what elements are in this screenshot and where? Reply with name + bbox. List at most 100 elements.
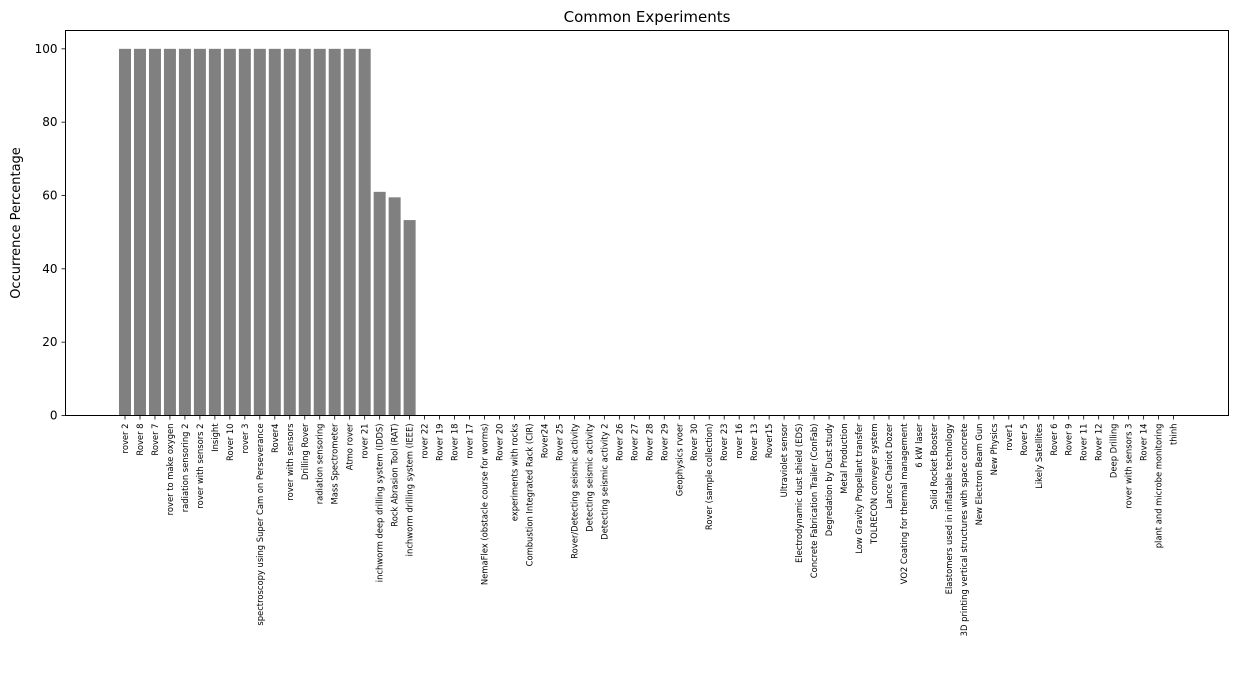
x-tick-label: plant and microbe monitoring — [1154, 424, 1164, 549]
x-tick-label: Geophysics rvoer — [674, 423, 684, 496]
x-tick-label: rover 21 — [360, 424, 370, 459]
bar — [328, 48, 341, 416]
y-axis: 0 20 40 60 80 100 — [35, 42, 66, 423]
x-tick-label: Detecting seismic activity 2 — [599, 424, 609, 540]
bar — [238, 48, 251, 416]
x-tick-label: VO2 Coating for thermal management — [899, 423, 909, 584]
x-tick-label: Likely Satellites — [1034, 424, 1044, 489]
x-tick-label: Rover 6 — [1049, 424, 1059, 456]
x-tick-label: rover 2 — [120, 424, 130, 454]
x-tick-label: Rover 28 — [644, 424, 654, 461]
x-tick-label: inchworm drilling system (IEEE) — [405, 424, 415, 557]
x-tick-label: New Physics — [989, 424, 999, 476]
x-axis: rover 2 Rover 8 Rover 7 rover to make oxyge… — [120, 415, 1179, 637]
x-tick-label: 3D printing vertical structures with spa… — [959, 424, 969, 637]
x-tick-label: Solid Rocket Booster — [929, 423, 939, 510]
y-tick-label: 20 — [42, 335, 57, 349]
bar — [358, 48, 371, 416]
y-tick-label: 80 — [42, 115, 57, 129]
bar — [163, 48, 176, 416]
bar — [253, 48, 266, 416]
chart-title: Common Experiments — [564, 8, 731, 26]
x-tick-label: Rover 8 — [135, 424, 145, 456]
y-tick-label: 0 — [50, 409, 58, 423]
x-tick-label: Rover 7 — [150, 424, 160, 456]
x-tick-label: Degredation by Dust study — [824, 423, 834, 536]
y-tick-label: 60 — [42, 189, 57, 203]
x-tick-label: Rover/Detecting seismic activity — [569, 423, 579, 558]
x-tick-label: Rover15 — [764, 424, 774, 459]
bar — [298, 48, 311, 416]
x-tick-label: Ultraviolet sensor — [779, 423, 789, 497]
x-tick-label: rover with sensors 2 — [195, 424, 205, 509]
x-tick-label: Atmo rover — [345, 423, 355, 470]
x-tick-label: inchworm deep drilling system (IDDS) — [375, 424, 385, 583]
bar — [283, 48, 296, 416]
bar — [119, 48, 131, 416]
x-tick-label: Rover 19 — [435, 424, 445, 461]
y-tick-label: 40 — [42, 262, 57, 276]
bar — [193, 48, 206, 416]
x-tick-label: Rover 29 — [659, 424, 669, 461]
x-tick-label: NemaFlex (obstacle course for worms) — [480, 424, 490, 586]
x-tick-label: Drilling Rover — [300, 423, 310, 480]
x-tick-label: rover 3 — [240, 424, 250, 454]
x-tick-label: Rover4 — [270, 424, 280, 453]
bar — [178, 48, 191, 416]
x-tick-label: rover 22 — [420, 424, 430, 459]
x-tick-label: Rover 10 — [225, 424, 235, 461]
y-axis-label: Occurrence Percentage — [9, 147, 24, 299]
bar — [373, 191, 386, 416]
x-tick-label: Rover 11 — [1079, 424, 1089, 461]
plot-frame — [65, 30, 1229, 416]
x-tick-label: Concrete Fabrication Trailer (ConFab) — [809, 424, 819, 579]
bar — [133, 48, 146, 416]
x-tick-label: Lance Chariot Dozer — [884, 423, 894, 509]
x-tick-label: Combustion Integrated Rack (CIR) — [524, 424, 534, 567]
x-tick-label: Rock Abrasion Tool (RAT) — [390, 424, 400, 527]
x-tick-label: Elastomers used in inflatable technology — [944, 423, 954, 594]
bar — [343, 48, 356, 416]
x-tick-label: Electrodynamic dust shield (EDS) — [794, 424, 804, 564]
x-tick-label: rover 16 — [734, 424, 744, 459]
x-tick-label: rover to make oxygen — [165, 424, 175, 516]
x-tick-label: Deep Drilling — [1109, 424, 1119, 479]
bar — [223, 48, 236, 416]
bar — [268, 48, 281, 416]
bar — [208, 48, 221, 416]
x-tick-label: Rover 5 — [1019, 424, 1029, 456]
x-tick-label: rover with sensors 3 — [1124, 424, 1134, 509]
x-tick-label: rover1 — [1004, 424, 1014, 451]
x-tick-label: Rover 18 — [450, 424, 460, 461]
x-tick-label: Rover 14 — [1139, 424, 1149, 461]
bar — [148, 48, 161, 416]
x-tick-label: radiation sensoring 2 — [180, 424, 190, 513]
x-tick-label: Insight — [210, 423, 220, 452]
x-tick-label: experiments with rocks — [509, 424, 519, 522]
bar — [388, 197, 401, 416]
x-tick-label: New Electron Beam Gun — [974, 424, 984, 526]
x-tick-label: thinh — [1169, 424, 1179, 446]
x-tick-label: rover with sensors — [285, 424, 295, 501]
x-tick-label: TOLRECON conveyer system — [869, 424, 879, 546]
x-tick-label: Rover 26 — [614, 424, 624, 461]
x-tick-label: radiation sensoring — [315, 424, 325, 505]
x-tick-label: Rover 23 — [719, 424, 729, 461]
x-tick-label: Low Gravity Propellant transfer — [854, 423, 864, 554]
x-tick-label: Rover 30 — [689, 424, 699, 461]
x-tick-label: Rover 9 — [1064, 424, 1074, 456]
bar — [313, 48, 326, 416]
x-tick-label: Rover (sample collection) — [704, 424, 714, 531]
x-tick-label: rover 17 — [465, 424, 475, 459]
bar — [403, 220, 416, 416]
x-tick-label: Rover 25 — [554, 424, 564, 461]
x-tick-label: Rover 27 — [629, 424, 639, 461]
x-tick-label: Rover 12 — [1094, 424, 1104, 461]
x-tick-label: Metal Production — [839, 424, 849, 494]
x-tick-label: Mass Spectrometer — [330, 423, 340, 505]
x-tick-label: Rover 13 — [749, 424, 759, 461]
x-tick-label: Rover24 — [539, 424, 549, 459]
y-tick-label: 100 — [35, 42, 58, 56]
bars-group — [119, 48, 416, 416]
